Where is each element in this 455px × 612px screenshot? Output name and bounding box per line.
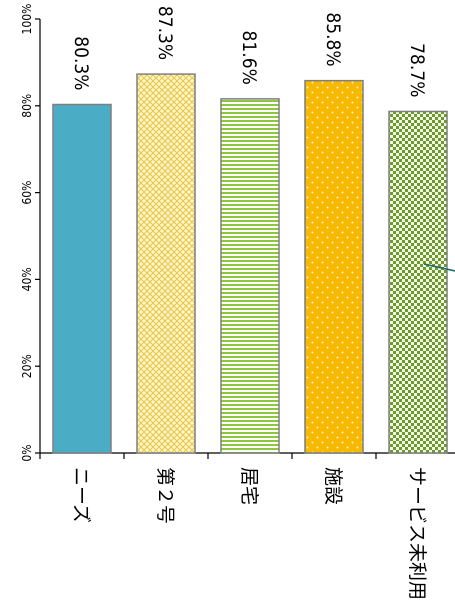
- bar: [52, 103, 112, 454]
- bar: [304, 79, 364, 454]
- data-label: 87.3%: [154, 6, 176, 60]
- bar: [136, 73, 196, 454]
- annotation-line: [423, 263, 455, 272]
- y-tick-label: 40%: [20, 267, 34, 291]
- bar-layer: [52, 73, 448, 454]
- bar: [220, 98, 280, 454]
- data-label: 80.3%: [70, 36, 92, 90]
- category-label: サービス未利用: [406, 467, 428, 600]
- bar: [388, 110, 448, 454]
- data-label: 85.8%: [322, 12, 344, 66]
- data-label: 81.6%: [238, 31, 260, 85]
- data-label: 78.7%: [406, 43, 428, 97]
- y-tick-label: 60%: [20, 181, 34, 205]
- category-label: ニーズ: [70, 467, 92, 523]
- category-label: 居宅: [238, 467, 260, 505]
- y-tick-label: 20%: [20, 354, 34, 378]
- label-layer: 80.3% ニーズ 87.3% 第２号 81.6% 居宅 85.8% 施設 78.7% サービス未…: [70, 6, 428, 600]
- y-tick-label: 100%: [20, 4, 34, 35]
- category-label: 第２号: [154, 467, 176, 524]
- y-tick-label: 0%: [20, 444, 34, 461]
- category-label: 施設: [322, 467, 344, 505]
- y-tick-label: 80%: [20, 94, 34, 118]
